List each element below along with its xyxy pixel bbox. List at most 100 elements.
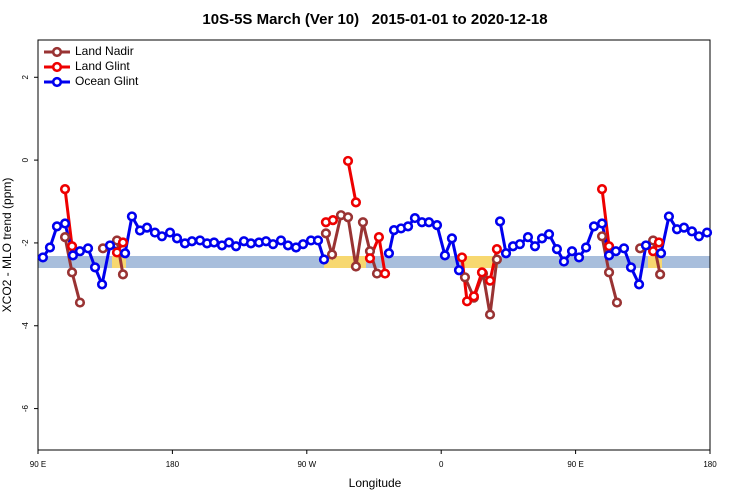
- legend-marker: [51, 76, 63, 88]
- point: [491, 254, 503, 265]
- point: [461, 296, 473, 307]
- point: [409, 212, 421, 224]
- point: [423, 217, 435, 228]
- point: [596, 231, 608, 242]
- point: [603, 250, 615, 261]
- point: [655, 269, 666, 280]
- point: [693, 231, 705, 242]
- point: [318, 254, 330, 265]
- point: [625, 262, 637, 273]
- point: [230, 241, 242, 252]
- x-tick-label: 90 E: [30, 460, 46, 469]
- point: [431, 220, 443, 231]
- point: [686, 226, 698, 237]
- point: [89, 262, 101, 273]
- point: [275, 235, 287, 246]
- point: [117, 237, 129, 248]
- legend-label: Land Glint: [75, 59, 130, 73]
- y-axis-label: XCO2 - MLO trend (ppm): [0, 178, 14, 313]
- point: [500, 248, 512, 259]
- point: [96, 279, 108, 290]
- point: [245, 238, 257, 249]
- x-tick-label: 180: [166, 460, 180, 469]
- point: [357, 217, 369, 228]
- legend-label: Ocean Glint: [75, 74, 139, 88]
- plot-frame: [37, 39, 711, 451]
- point: [558, 256, 570, 267]
- point: [104, 240, 116, 251]
- x-tick-label: 90 E: [567, 460, 583, 469]
- point: [543, 229, 555, 240]
- point: [383, 248, 395, 259]
- point: [282, 240, 294, 251]
- legend-marker: [51, 61, 63, 73]
- highlight-band: [462, 256, 498, 268]
- point: [456, 252, 468, 263]
- point: [350, 197, 362, 208]
- point: [312, 235, 324, 246]
- point: [67, 250, 79, 261]
- point: [701, 227, 713, 238]
- point: [373, 232, 385, 243]
- point: [59, 218, 71, 229]
- point: [522, 232, 534, 243]
- y-tick-label: -4: [21, 322, 30, 330]
- point: [297, 239, 309, 250]
- point: [653, 237, 665, 248]
- point: [364, 253, 376, 264]
- point: [536, 233, 548, 244]
- point: [74, 246, 86, 257]
- point: [618, 243, 630, 254]
- point: [573, 252, 585, 263]
- point: [342, 212, 354, 223]
- y-tick-label: 0: [21, 157, 30, 162]
- point: [491, 244, 503, 255]
- point: [439, 250, 451, 261]
- point: [342, 155, 354, 167]
- x-tick-label: 0: [439, 460, 444, 469]
- y-tick-label: 2: [21, 74, 30, 79]
- point: [111, 247, 123, 258]
- y-tick-label: -6: [21, 404, 30, 412]
- point: [529, 241, 541, 252]
- point: [678, 222, 690, 233]
- legend-marker: [51, 46, 63, 58]
- point: [66, 241, 78, 252]
- point: [208, 237, 220, 248]
- point: [611, 297, 623, 308]
- point: [459, 272, 471, 283]
- point: [186, 236, 198, 247]
- point: [267, 239, 279, 250]
- point: [141, 222, 153, 233]
- x-tick-label: 90 W: [297, 460, 316, 469]
- point: [655, 248, 667, 259]
- point: [371, 268, 383, 279]
- point: [37, 252, 49, 263]
- point: [350, 261, 362, 272]
- point: [603, 267, 615, 278]
- point: [327, 215, 339, 226]
- point: [326, 249, 338, 260]
- point: [51, 221, 63, 232]
- point: [468, 291, 480, 302]
- point: [640, 240, 652, 251]
- point: [663, 211, 675, 222]
- point: [402, 221, 414, 232]
- point: [119, 248, 131, 259]
- point: [551, 244, 563, 255]
- point: [648, 246, 659, 257]
- point: [156, 231, 168, 242]
- point: [379, 268, 391, 279]
- y-tick-label: -2: [21, 239, 30, 247]
- point: [566, 246, 578, 257]
- point: [596, 218, 608, 229]
- point: [633, 279, 645, 290]
- point: [117, 269, 129, 280]
- point: [320, 228, 332, 239]
- point: [446, 233, 458, 244]
- point: [66, 267, 78, 278]
- legend-label: Land Nadir: [75, 44, 134, 58]
- point: [59, 232, 71, 243]
- x-tick-label: 180: [703, 460, 717, 469]
